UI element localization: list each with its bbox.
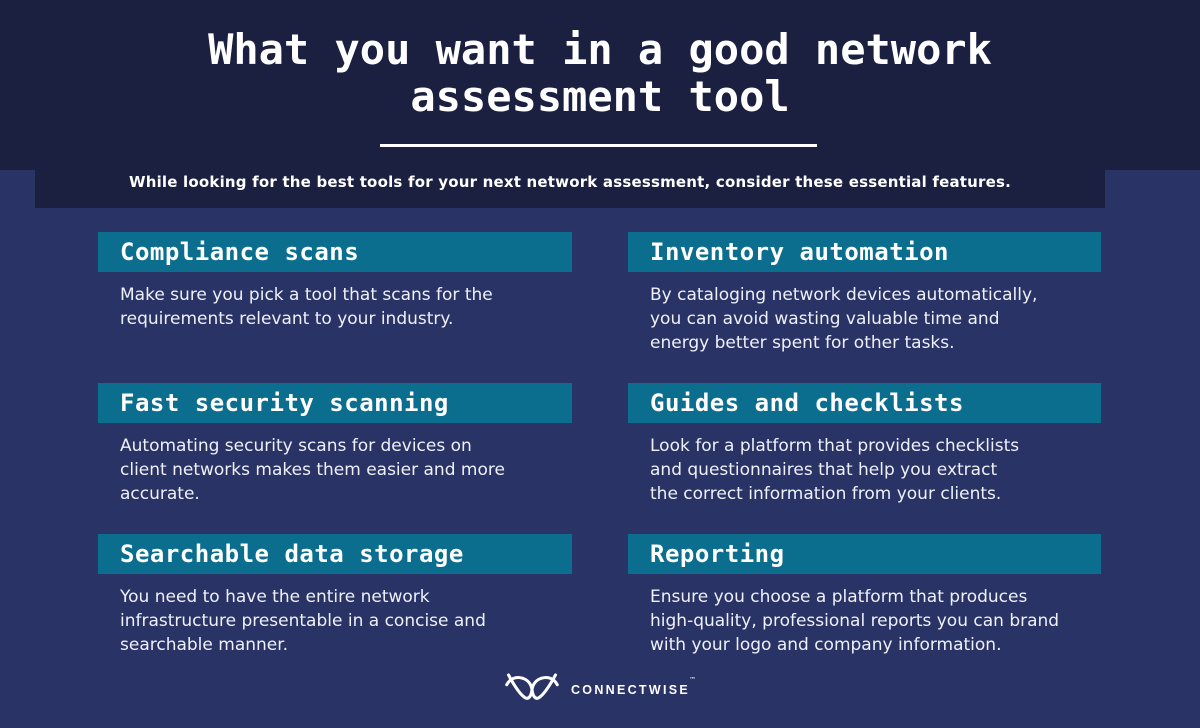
feature-card-reporting: Reporting Ensure you choose a platform t…: [628, 534, 1101, 657]
brand-name: CONNECTWISE: [570, 682, 691, 697]
card-title-bar: Guides and checklists: [628, 383, 1101, 423]
subtitle-bar: While looking for the best tools for you…: [35, 170, 1105, 208]
card-title: Inventory automation: [650, 238, 949, 266]
subtitle-text: While looking for the best tools for you…: [128, 173, 1012, 191]
page-title-line-2: assessment tool: [410, 72, 790, 121]
feature-card-compliance-scans: Compliance scans Make sure you pick a to…: [98, 232, 572, 331]
card-title: Fast security scanning: [120, 389, 449, 417]
page-title-line-1: What you want in a good network: [208, 25, 992, 74]
card-title-bar: Fast security scanning: [98, 383, 572, 423]
card-description: Ensure you choose a platform that produc…: [650, 587, 1060, 655]
feature-card-searchable-data-storage: Searchable data storage You need to have…: [98, 534, 572, 657]
footer-brand: CONNECTWISE™: [0, 662, 1200, 714]
card-title-bar: Compliance scans: [98, 232, 572, 272]
header-banner: [0, 0, 1200, 170]
card-title: Compliance scans: [120, 238, 360, 266]
connectwise-logo-icon: [505, 672, 559, 700]
feature-card-inventory-automation: Inventory automation By cataloging netwo…: [628, 232, 1101, 355]
feature-card-guides-and-checklists: Guides and checklists Look for a platfor…: [628, 383, 1101, 506]
card-description: Look for a platform that provides checkl…: [650, 436, 1020, 504]
card-description: Make sure you pick a tool that scans for…: [120, 285, 493, 329]
card-description: By cataloging network devices automatica…: [650, 285, 1038, 353]
page-title: What you want in a good network assessme…: [0, 26, 1200, 120]
card-title: Reporting: [650, 540, 785, 568]
feature-card-fast-security-scanning: Fast security scanning Automating securi…: [98, 383, 572, 506]
card-title: Searchable data storage: [120, 540, 464, 568]
card-title: Guides and checklists: [650, 389, 964, 417]
trademark-symbol: ™: [689, 675, 697, 684]
card-description: You need to have the entire network infr…: [120, 587, 486, 655]
brand-wordmark: CONNECTWISE™: [570, 675, 697, 698]
card-title-bar: Inventory automation: [628, 232, 1101, 272]
card-description: Automating security scans for devices on…: [120, 436, 505, 504]
title-divider: [380, 144, 817, 147]
card-title-bar: Searchable data storage: [98, 534, 572, 574]
card-title-bar: Reporting: [628, 534, 1101, 574]
